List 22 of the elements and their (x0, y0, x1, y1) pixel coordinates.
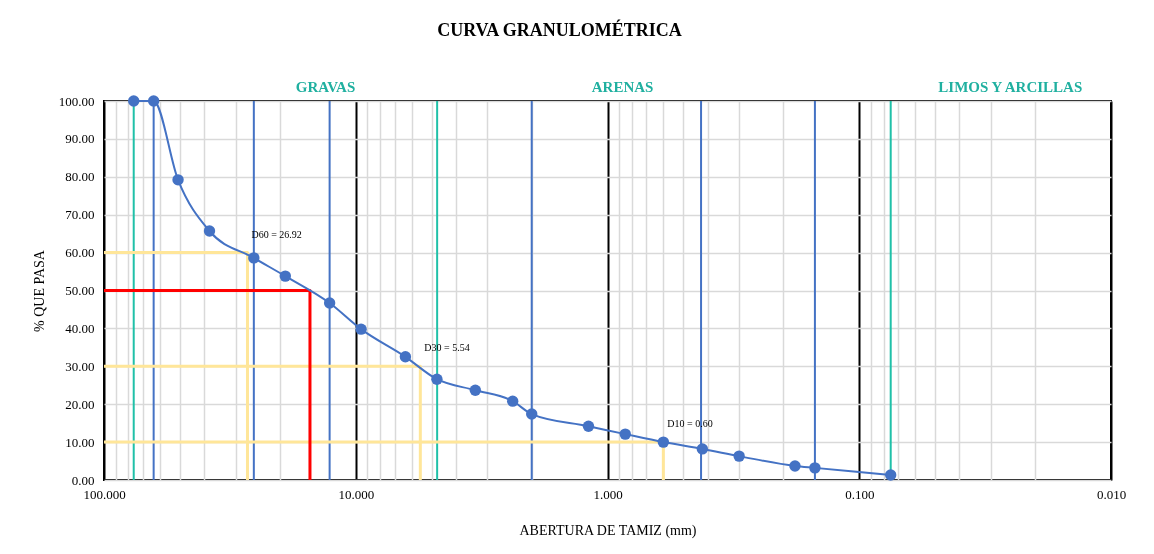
y-tick-label: 100.00 (58, 93, 95, 109)
y-tick-label: 60.00 (65, 245, 95, 261)
y-tick-label: 80.00 (65, 169, 95, 185)
y-tick-label: 0.00 (71, 472, 95, 488)
chart-title: CURVA GRANULOMÉTRICA (437, 19, 682, 40)
y-tick-label: 30.00 (65, 358, 95, 374)
x-tick-label: 100.000 (83, 486, 126, 502)
x-axis-title: ABERTURA DE TAMIZ (mm) (519, 522, 697, 539)
y-tick-label: 70.00 (65, 207, 95, 223)
text: GRAVAS (295, 79, 356, 95)
text: ARENAS (591, 79, 654, 95)
y-tick-label: 10.00 (65, 434, 95, 450)
y-axis-title: % QUE PASA (31, 249, 47, 332)
x-tick-label: 0.010 (1096, 486, 1127, 502)
x-tick-label: 1.000 (593, 486, 623, 502)
x-tick-label: 0.100 (845, 486, 875, 502)
text: LIMOS Y ARCILLAS (938, 79, 1083, 95)
y-tick-label: 20.00 (65, 396, 95, 412)
y-tick-label: 40.00 (65, 320, 95, 336)
x-tick-label: 10.000 (338, 486, 375, 502)
y-tick-label: 50.00 (65, 283, 95, 298)
y-tick-label: 90.00 (65, 131, 95, 147)
